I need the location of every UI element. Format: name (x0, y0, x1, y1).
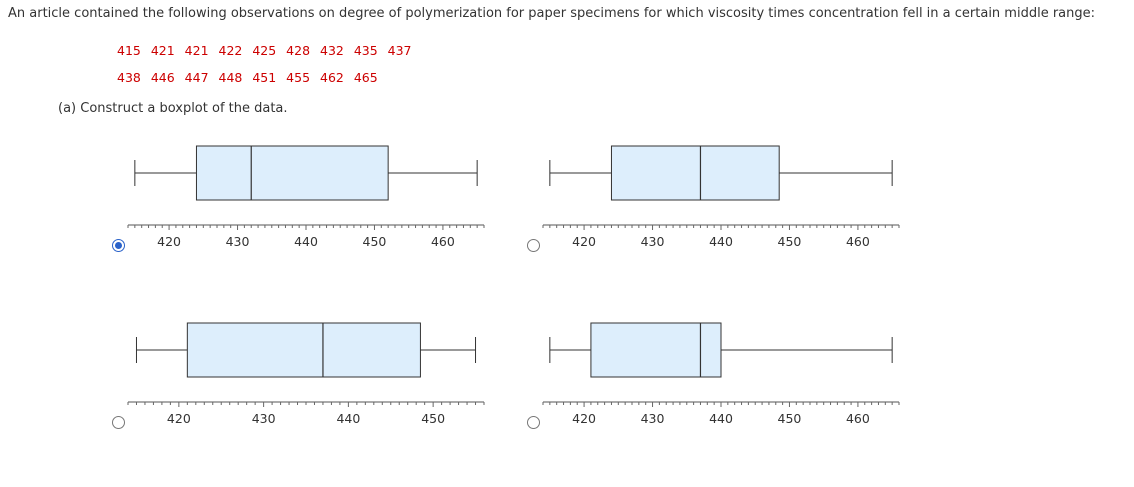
tick-label-430: 430 (641, 234, 665, 249)
tick-label-420: 420 (572, 234, 596, 249)
boxplot-option-b: 420 430 440 450 460 (542, 145, 900, 249)
answer-option-a[interactable]: 420 430 440 450 460 (112, 145, 572, 310)
tick-label-450: 450 (778, 411, 802, 426)
boxplot-option-c: 420 430 440 450 (127, 322, 485, 426)
part-a-instruction: (a) Construct a boxplot of the data. (58, 101, 288, 116)
tick-label-420: 420 (157, 234, 181, 249)
tick-label-460: 460 (431, 234, 455, 249)
data-values-row-1: 415 421 421 422 425 428 432 435 437 (117, 43, 412, 58)
tick-label-450: 450 (778, 234, 802, 249)
box-iqr (186, 322, 421, 378)
tick-label-450: 450 (421, 411, 445, 426)
answer-option-c[interactable]: 420 430 440 450 (112, 322, 572, 487)
tick-label-420: 420 (167, 411, 191, 426)
boxplot-option-d: 420 430 440 450 460 (542, 322, 900, 426)
tick-label-460: 460 (846, 411, 870, 426)
tick-label-440: 440 (294, 234, 318, 249)
box-iqr (195, 145, 389, 201)
radio-option-a[interactable] (112, 239, 125, 252)
tick-label-440: 440 (336, 411, 360, 426)
tick-label-430: 430 (641, 411, 665, 426)
tick-label-430: 430 (252, 411, 276, 426)
radio-option-c[interactable] (112, 416, 125, 429)
radio-option-d[interactable] (527, 416, 540, 429)
answer-option-d[interactable]: 420 430 440 450 460 (527, 322, 987, 487)
box-iqr (590, 322, 722, 378)
tick-label-460: 460 (846, 234, 870, 249)
radio-option-b[interactable] (527, 239, 540, 252)
data-values-row-2: 438 446 447 448 451 455 462 465 (117, 70, 378, 85)
tick-label-420: 420 (572, 411, 596, 426)
tick-label-440: 440 (709, 411, 733, 426)
boxplot-option-a: 420 430 440 450 460 (127, 145, 485, 249)
box-iqr (610, 145, 780, 201)
tick-label-440: 440 (709, 234, 733, 249)
tick-label-430: 430 (226, 234, 250, 249)
question-prompt: An article contained the following obser… (8, 6, 1096, 21)
answer-option-b[interactable]: 420 430 440 450 460 (527, 145, 987, 310)
tick-label-450: 450 (363, 234, 387, 249)
